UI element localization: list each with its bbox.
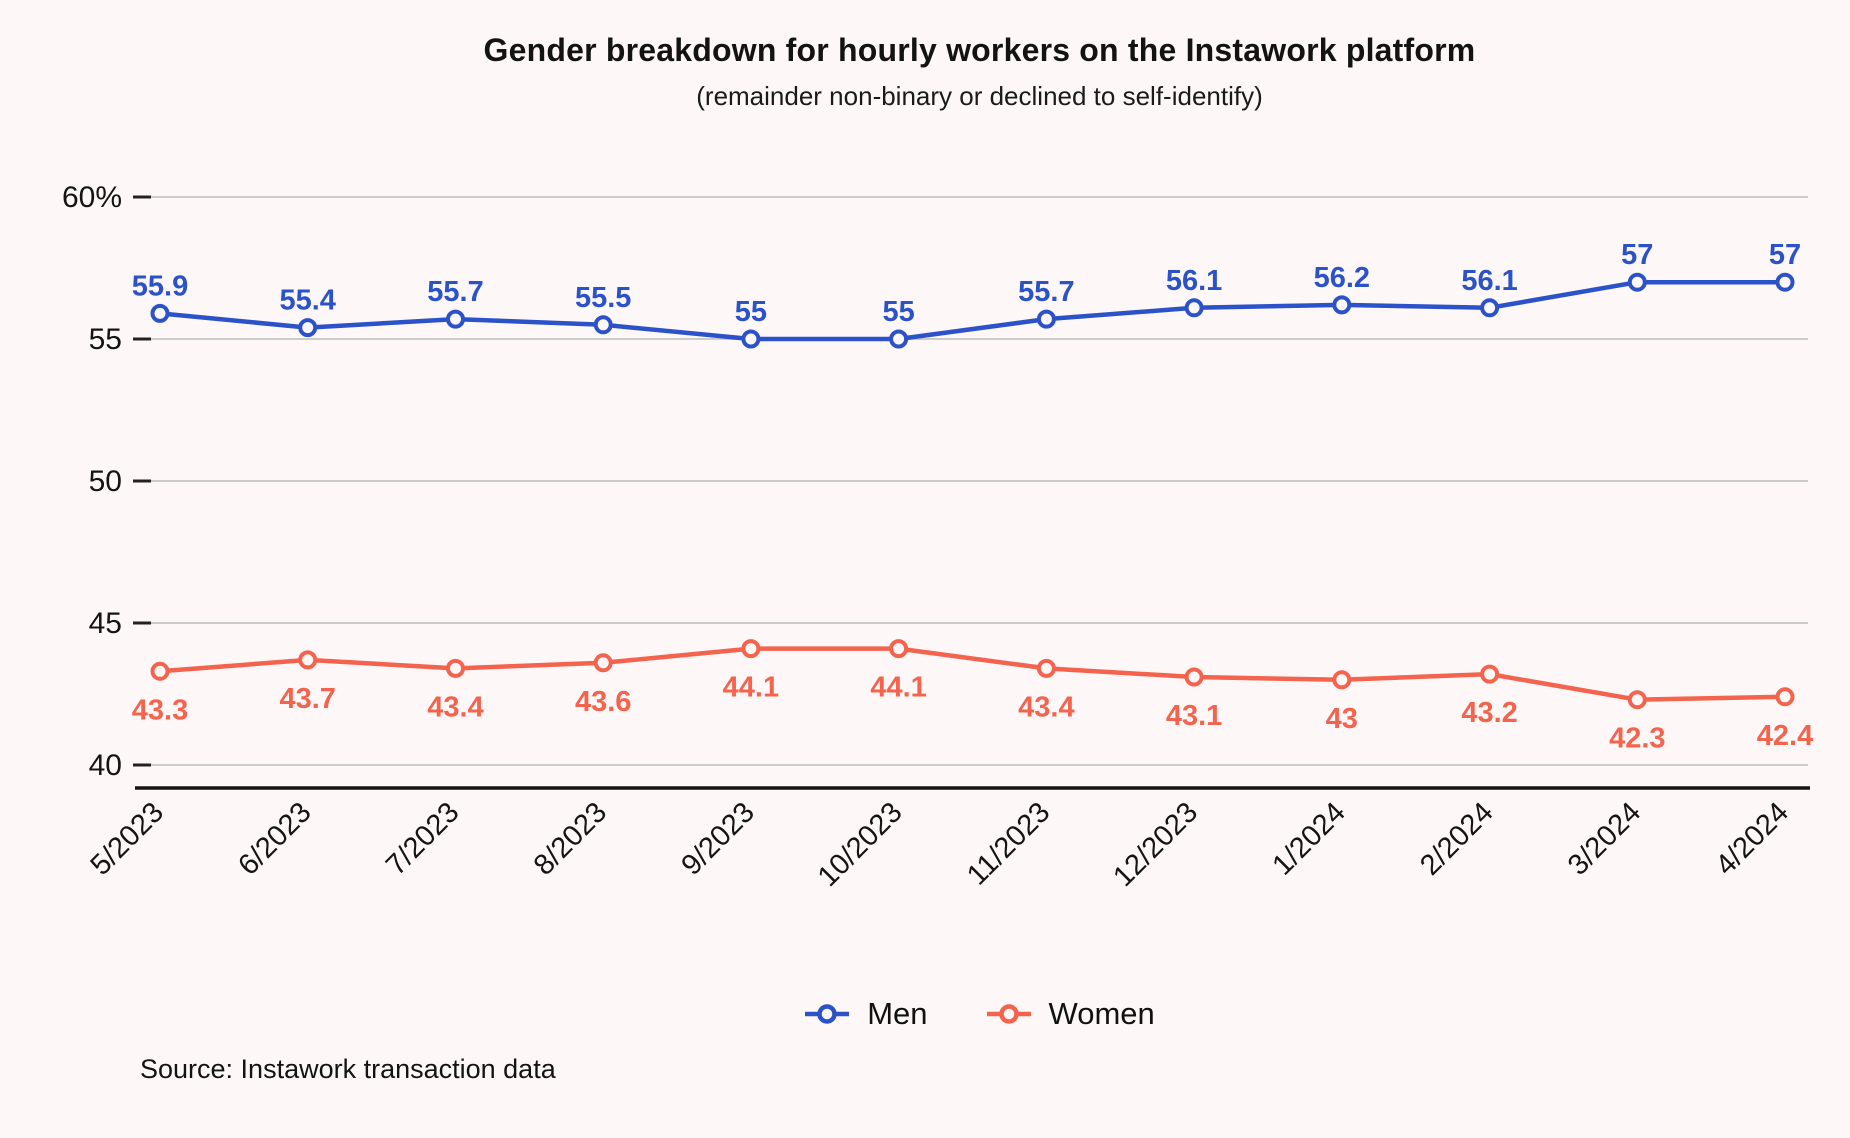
data-label: 55.5 — [575, 282, 631, 314]
data-label: 57 — [1621, 239, 1653, 271]
data-label: 43.2 — [1461, 697, 1517, 729]
data-label: 55.7 — [427, 276, 483, 308]
data-label: 43.6 — [575, 686, 631, 718]
legend: Men Women — [151, 996, 1808, 1032]
data-point — [741, 639, 761, 659]
data-point — [298, 650, 318, 670]
x-tick-label: 8/2023 — [528, 796, 613, 881]
data-point — [298, 318, 318, 338]
legend-item-women: Women — [986, 996, 1155, 1032]
data-label: 55.7 — [1018, 276, 1074, 308]
data-point — [1184, 298, 1204, 318]
data-point — [446, 309, 465, 329]
data-point — [446, 658, 465, 678]
data-label: 43.1 — [1166, 700, 1222, 732]
chart-header: Gender breakdown for hourly workers on t… — [151, 32, 1808, 112]
data-point — [1480, 664, 1500, 684]
data-label: 55.9 — [132, 270, 188, 302]
data-point — [1184, 667, 1204, 687]
data-point — [1627, 272, 1647, 292]
legend-label: Women — [1048, 996, 1155, 1031]
data-point — [1036, 658, 1056, 678]
x-tick-label: 11/2023 — [961, 796, 1056, 891]
data-label: 55 — [882, 296, 914, 328]
y-tick-label: 40 — [89, 749, 122, 782]
data-point — [889, 639, 909, 659]
x-tick-label: 1/2024 — [1266, 796, 1351, 881]
x-tick-label: 10/2023 — [812, 796, 909, 893]
data-point — [593, 653, 613, 673]
series-line-women — [159, 646, 1786, 702]
data-label: 42.3 — [1609, 723, 1665, 755]
data-label: 43 — [1326, 703, 1358, 735]
x-tick-label: 7/2023 — [380, 796, 465, 881]
x-tick-label: 3/2024 — [1562, 796, 1647, 881]
data-point — [741, 329, 761, 349]
data-label: 43.3 — [132, 694, 188, 726]
legend-item-men: Men — [804, 996, 928, 1032]
data-point — [1480, 298, 1500, 318]
source-note: Source: Instawork transaction data — [140, 1054, 556, 1084]
data-point — [1332, 670, 1352, 690]
data-point — [1775, 687, 1795, 707]
data-label: 43.7 — [279, 683, 335, 715]
data-label: 43.4 — [427, 691, 483, 723]
chart-title: Gender breakdown for hourly workers on t… — [483, 32, 1476, 68]
x-tick-label: 12/2023 — [1107, 796, 1204, 893]
data-point — [889, 329, 909, 349]
data-label: 57 — [1769, 239, 1801, 271]
chart-subtitle: (remainder non-binary or declined to sel… — [696, 81, 1263, 111]
legend-marker-icon — [805, 1004, 850, 1024]
data-point — [150, 661, 170, 681]
x-tick-label: 6/2023 — [232, 796, 317, 881]
data-label: 55.4 — [279, 285, 335, 317]
y-tick-label: 55 — [89, 323, 122, 356]
legend-label: Men — [867, 996, 928, 1031]
data-label: 55 — [735, 296, 767, 328]
x-tick-label: 2/2024 — [1414, 796, 1499, 881]
data-label: 44.1 — [723, 672, 779, 704]
y-tick-label: 50 — [89, 465, 122, 498]
data-label: 44.1 — [870, 672, 926, 704]
series-line-men — [159, 279, 1785, 342]
data-label: 56.1 — [1461, 265, 1517, 297]
data-point — [1775, 272, 1795, 292]
x-tick-label: 9/2023 — [675, 796, 760, 881]
x-tick-label: 4/2024 — [1710, 796, 1795, 881]
y-tick-label: 60% — [62, 181, 122, 214]
data-point — [1332, 295, 1352, 315]
data-point — [150, 303, 170, 323]
data-point — [1036, 309, 1056, 329]
data-label: 42.4 — [1757, 720, 1813, 752]
y-tick-label: 45 — [89, 607, 122, 640]
data-label: 43.4 — [1018, 691, 1074, 723]
legend-marker-icon — [986, 1004, 1031, 1024]
data-point — [593, 315, 613, 335]
x-tick-label: 5/2023 — [85, 796, 170, 881]
data-point — [1627, 690, 1647, 710]
data-label: 56.2 — [1314, 262, 1370, 294]
data-label: 56.1 — [1166, 265, 1222, 297]
